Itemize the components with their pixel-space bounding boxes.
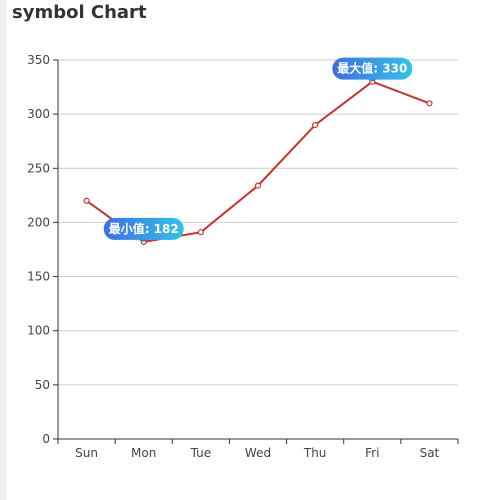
data-point [426, 100, 433, 107]
y-tick-label: 200 [27, 215, 50, 229]
side-panel-strip [0, 0, 7, 500]
y-tick-label: 150 [27, 270, 50, 284]
series-line [85, 80, 430, 243]
x-tick-label: Sun [75, 446, 98, 460]
marker-bubble [103, 217, 184, 240]
data-point [83, 197, 90, 204]
x-tick-label: Tue [190, 446, 212, 460]
x-tick-label: Fri [365, 446, 379, 460]
x-tick-label: Thu [303, 446, 327, 460]
chart-title: symbol Chart [12, 2, 147, 23]
x-tick-label: Wed [245, 446, 271, 460]
data-point [197, 229, 204, 236]
y-tick-label: 0 [42, 432, 50, 446]
y-tick-label: 350 [27, 53, 50, 67]
marker-label: 最小值: 182 [109, 221, 179, 236]
y-tick-label: 300 [27, 107, 50, 121]
data-point [312, 121, 319, 129]
x-tick-label: Sat [420, 446, 440, 460]
y-tick-label: 250 [27, 161, 50, 175]
y-tick-label: 50 [35, 378, 50, 392]
min-value-marker: 最小值: 182 [103, 217, 184, 242]
markers: 最小值: 182 最大值: 330 [103, 57, 413, 242]
marker-bubble [332, 57, 413, 80]
marker-label: 最大值: 330 [337, 61, 407, 76]
y-tick-label: 100 [27, 324, 50, 338]
max-value-marker: 最大值: 330 [332, 57, 413, 82]
data-point [254, 182, 262, 189]
axes: 0 50 100 150 200 250 300 350 Sun Mon Tue Wed Thu Fri S… [27, 53, 459, 460]
x-tick-label: Mon [131, 446, 156, 460]
